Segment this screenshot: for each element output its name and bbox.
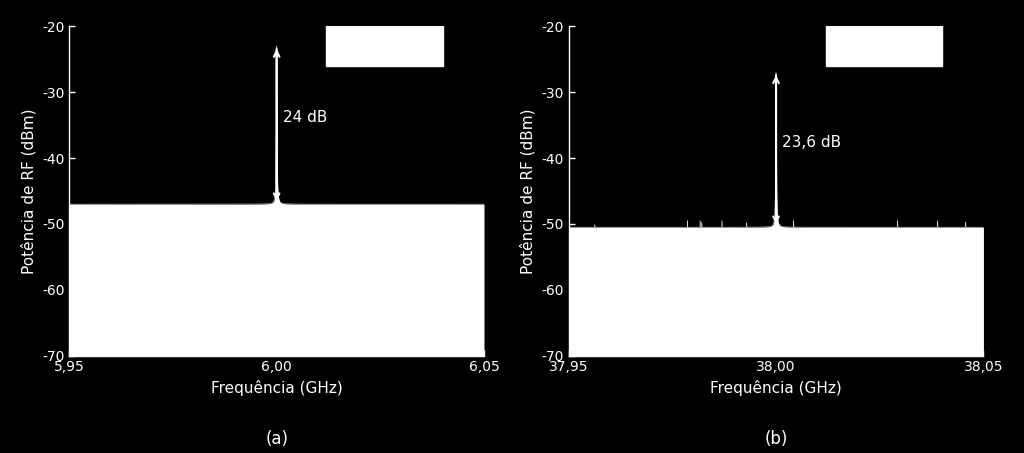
Text: 23,6 dB: 23,6 dB [782, 135, 842, 149]
Y-axis label: Potência de RF (dBm): Potência de RF (dBm) [520, 108, 536, 274]
Text: (a): (a) [265, 430, 288, 448]
Text: (b): (b) [764, 430, 787, 448]
Y-axis label: Potência de RF (dBm): Potência de RF (dBm) [20, 108, 36, 274]
X-axis label: Frequência (GHz): Frequência (GHz) [711, 380, 842, 396]
Bar [825, 20, 942, 66]
X-axis label: Frequência (GHz): Frequência (GHz) [211, 380, 342, 396]
Bar [327, 20, 442, 66]
Text: 24 dB: 24 dB [283, 110, 328, 125]
